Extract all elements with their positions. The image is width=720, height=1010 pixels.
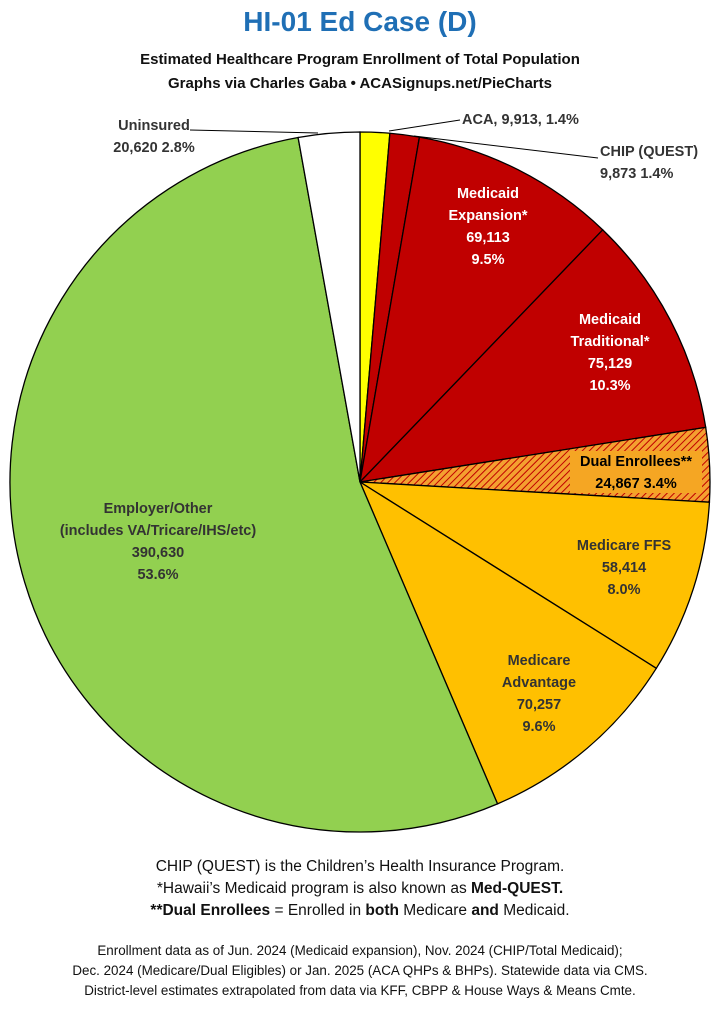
pie-slice-3 [358,228,707,483]
slice-label-line: 24,867 3.4% [595,476,677,492]
slice-label-line: CHIP (QUEST) [600,144,698,160]
slice-label-line: 53.6% [137,567,178,583]
slice-label-line: Expansion* [449,208,528,224]
slice-label-line: 20,620 2.8% [113,140,195,156]
slice-label-line: Medicare [508,653,571,669]
chart-title: HI-01 Ed Case (D) [243,6,477,37]
pie-slice-7 [9,136,499,833]
note-chip: CHIP (QUEST) is the Children’s Health In… [155,858,565,875]
leader-line-1 [413,135,599,159]
slice-label-line: Medicare FFS [577,538,672,554]
slice-label-line: Uninsured [118,118,190,134]
slice-label-line: Medicaid [457,186,519,202]
slice-label-line: 9.6% [522,719,555,735]
slice-label-5: Medicare FFS 58,414 8.0% [577,538,672,598]
slice-label-8: Uninsured 20,620 2.8% [113,118,195,156]
slice-label-line: Employer/Other [104,501,213,517]
note-dual-and: and [471,902,499,919]
slice-label-6: Medicare Advantage 70,257 9.6% [502,653,576,735]
slice-label-line: (includes VA/Tricare/IHS/etc) [60,523,257,539]
slice-label-line: 8.0% [607,582,640,598]
slice-label-line: 9.5% [471,252,504,268]
slice-label-line: Dual Enrollees** [580,454,692,470]
leader-line-0 [388,119,461,132]
source-line-3: District-level estimates extrapolated fr… [84,983,636,998]
slice-label-2: Medicaid Expansion* 69,113 9.5% [449,186,528,268]
slice-label-4: Dual Enrollees** 24,867 3.4% [580,454,692,492]
dual-label-background [570,451,702,493]
note-medquest: Med-QUEST. [471,880,564,897]
chart-subtitle: Estimated Healthcare Program Enrollment … [140,51,580,68]
slice-label-line: 390,630 [132,545,184,561]
note-medicaid-text: *Hawaii’s Medicaid program is also known… [156,880,471,897]
note-dual: **Dual Enrollees = Enrolled in both Medi… [0,902,720,920]
slice-label-line: 58,414 [602,560,646,576]
slice-label-line: 75,129 [588,356,632,372]
source-line-2: Dec. 2024 (Medicare/Dual Eligibles) or J… [72,963,648,978]
note-dual-text1: = Enrolled in [270,902,366,919]
slice-label-line: 10.3% [589,378,630,394]
slice-label-line: Advantage [502,675,576,691]
note-dual-text2: Medicare [398,902,472,919]
slice-label-line: 9,873 1.4% [600,166,673,182]
pie-slice-8 [297,131,361,483]
slice-label-7: Employer/Other (includes VA/Tricare/IHS/e… [60,501,257,583]
slice-label-0: ACA, 9,913, 1.4% [462,112,579,128]
note-dual-both: both [365,902,399,919]
slice-label-line: ACA, 9,913, 1.4% [462,112,579,128]
pie-slice-6 [358,480,658,805]
note-dual-text3: Medicaid. [498,902,570,919]
slice-label-3: Medicaid Traditional* 75,129 10.3% [571,312,650,394]
pie-chart: ACA, 9,913, 1.4% CHIP (QUEST) 9,873 1.4% Me… [9,112,711,833]
source-line-1: Enrollment data as of Jun. 2024 (Medicai… [97,943,623,958]
slice-label-line: Medicaid [579,312,641,328]
slice-label-1: CHIP (QUEST) 9,873 1.4% [600,144,698,182]
leader-line-8 [189,129,319,134]
chart-credit: Graphs via Charles Gaba • ACASignups.net… [168,75,552,92]
pie-slice-5 [359,481,711,670]
pie-slice-2 [359,136,604,484]
slice-label-line: Traditional* [571,334,650,350]
note-medicaid: *Hawaii’s Medicaid program is also known… [0,880,720,898]
slice-label-line: 70,257 [517,697,561,713]
note-dual-term: **Dual Enrollees [150,902,271,919]
slice-label-line: 69,113 [466,230,510,246]
